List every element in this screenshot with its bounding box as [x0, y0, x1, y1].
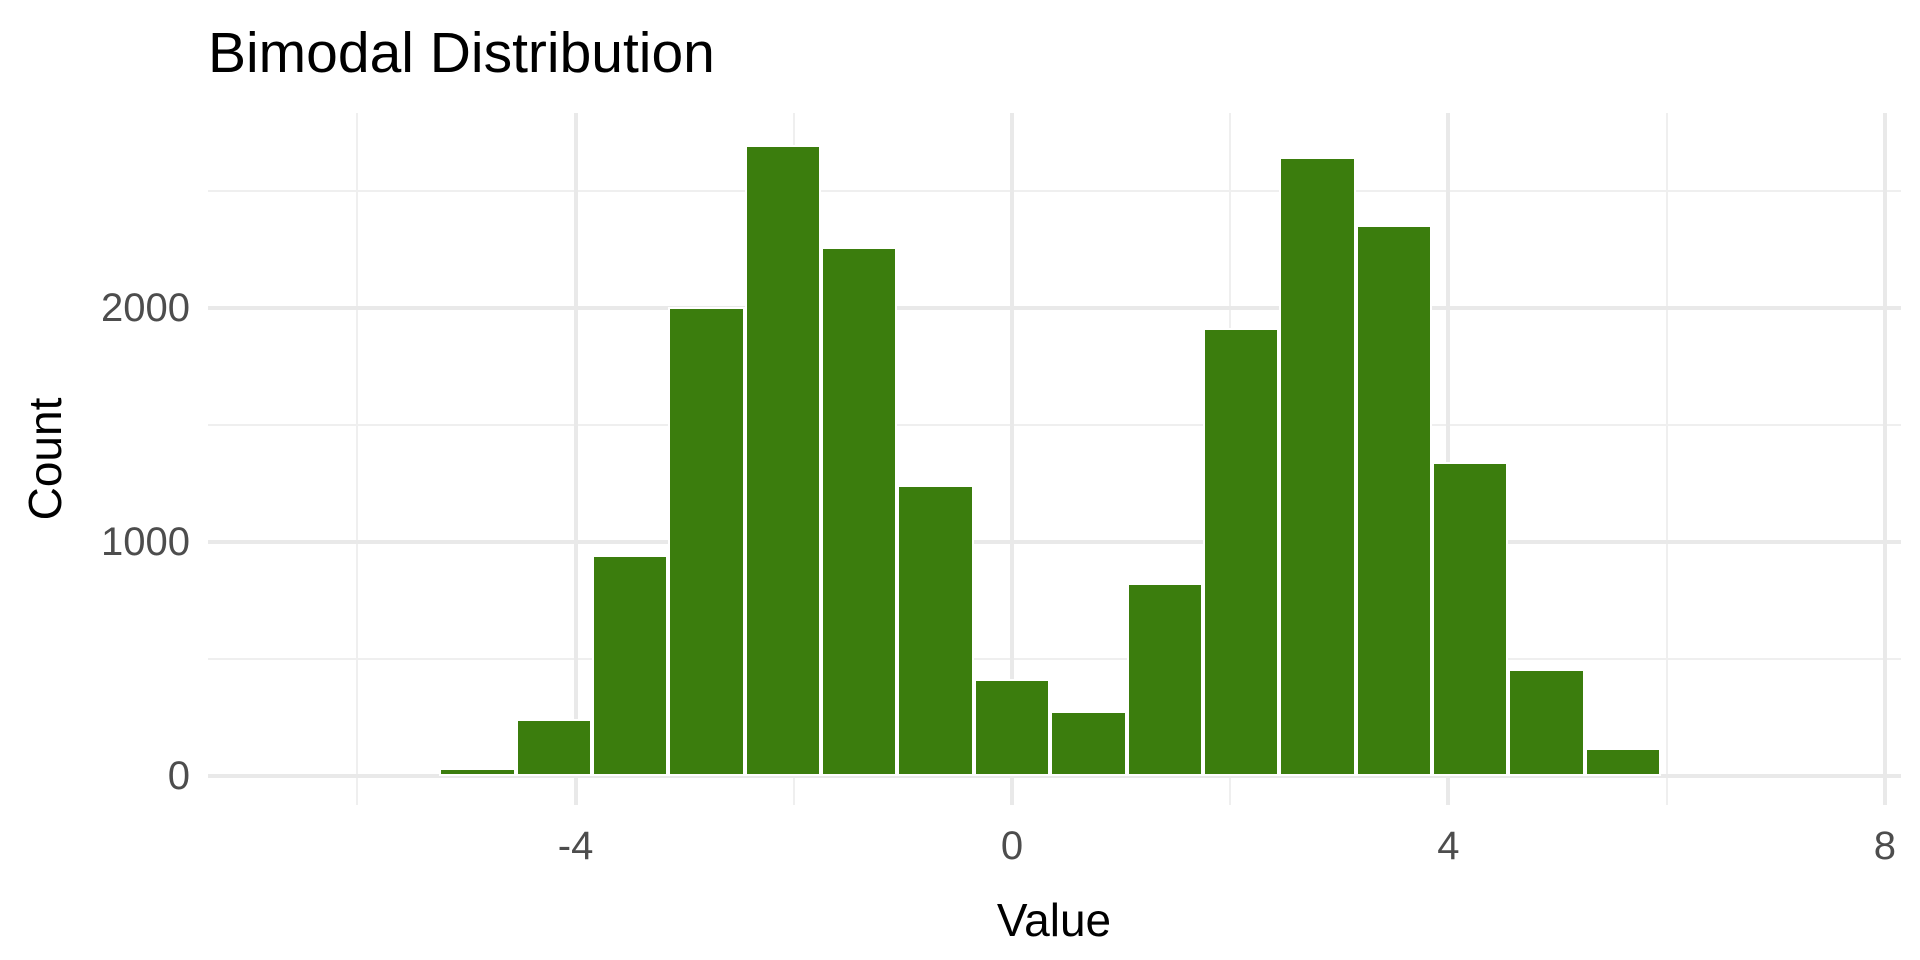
gridline-y-major [208, 773, 1901, 778]
x-axis-title: Value [996, 894, 1112, 946]
histogram-bar [973, 678, 1051, 776]
histogram-bar [515, 718, 592, 776]
gridline-x-major [1882, 113, 1887, 805]
x-tick-label: -4 [557, 824, 594, 868]
histogram-bar [897, 484, 974, 776]
gridline-y-minor [208, 423, 1901, 426]
histogram-bar [1584, 748, 1662, 776]
gridline-y-minor [208, 189, 1901, 192]
histogram-bar [439, 767, 516, 776]
gridline-x-major [1010, 113, 1014, 805]
histogram-bar [1432, 461, 1509, 776]
histogram-bar [744, 144, 822, 776]
gridline-y-major [208, 539, 1901, 544]
chart-title: Bimodal Distribution [208, 21, 715, 85]
histogram-bar [1355, 224, 1433, 776]
histogram-bar [1508, 669, 1585, 776]
y-tick-label: 2000 [101, 285, 190, 330]
gridline-x-major [573, 113, 578, 805]
y-tick-label: 1000 [101, 519, 190, 564]
gridline-y-minor [208, 657, 1901, 660]
y-axis-title: Count [19, 397, 71, 521]
x-tick-label: 8 [1873, 824, 1896, 868]
histogram-bar [821, 246, 898, 776]
gridline-x-minor [356, 113, 359, 805]
x-tick-label: 0 [1000, 824, 1024, 868]
histogram-bar [1279, 156, 1356, 776]
gridline-x-major [1446, 113, 1451, 805]
y-tick-label: 0 [167, 753, 190, 798]
histogram-bar [1126, 582, 1203, 776]
histogram-bar [591, 555, 669, 776]
gridline-x-minor [1665, 113, 1668, 805]
histogram-bar [1050, 710, 1127, 776]
histogram-bar [1202, 328, 1280, 776]
x-tick-label: 4 [1437, 824, 1460, 868]
histogram-bar [668, 306, 745, 776]
gridline-y-major [208, 305, 1901, 310]
plot-panel [208, 113, 1901, 805]
